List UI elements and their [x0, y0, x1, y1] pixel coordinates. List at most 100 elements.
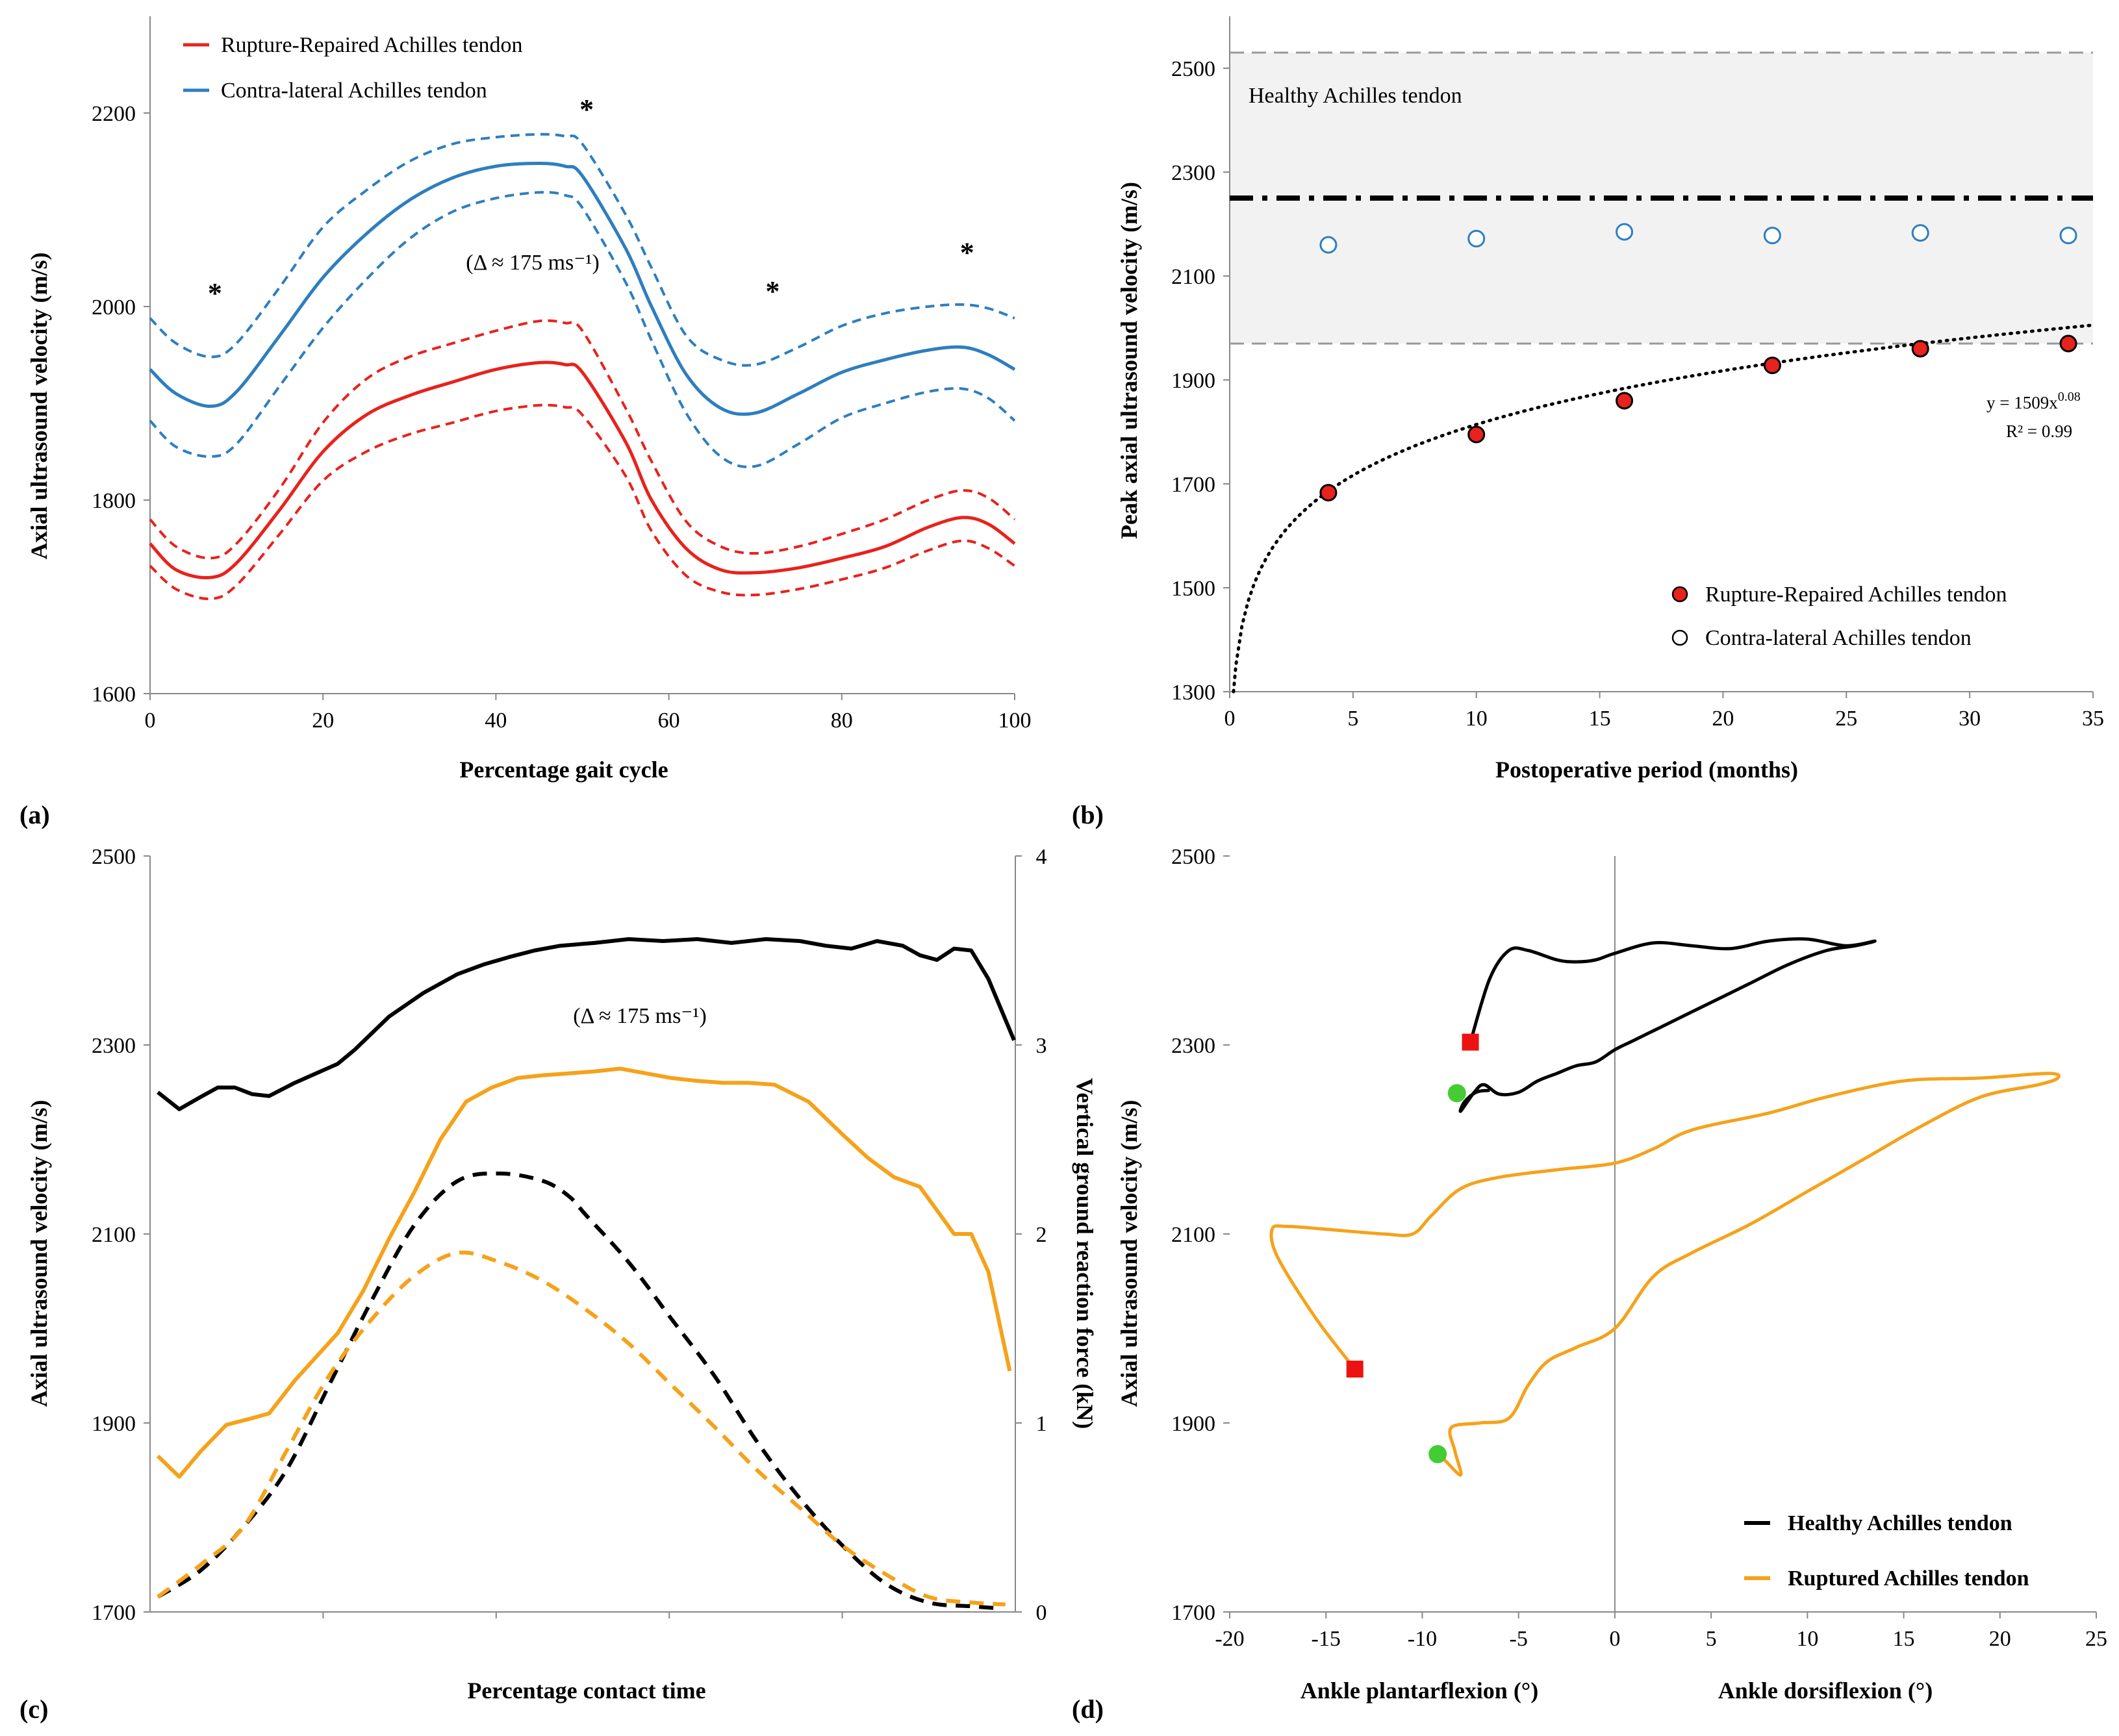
panel-d-x-tick-label: -10: [1408, 1627, 1437, 1651]
panel-c-series: [156, 937, 1016, 1611]
panel-b-y-axis-label: Peak axial ultrasound velocity (m/s): [1116, 182, 1142, 539]
panel-b-x-tick-label: 20: [1712, 707, 1734, 731]
panel-a-legend-red-label: Rupture-Repaired Achilles tendon: [221, 33, 523, 57]
panel-a-x-axis-label: Percentage gait cycle: [459, 757, 668, 783]
panel-a-line-contra-lateral-upper: [149, 132, 1015, 367]
panel-b-contralateral-point: [1616, 223, 1634, 241]
panel-b-x-tick-label: 25: [1835, 707, 1857, 731]
panel-d-y-tick-label: 2500: [1171, 845, 1215, 869]
panel-b-contralateral-point: [1763, 227, 1781, 245]
panel-a-x-tick-label: 60: [658, 709, 680, 733]
panel-b-x-tick-label: 35: [2082, 707, 2104, 731]
panel-b-legend-red-marker: [1671, 586, 1688, 603]
panel-d-series: [1269, 937, 2061, 1477]
panel-a-axes: 0 20 40 60 80 100 1600 1800 2000 2200: [92, 16, 1032, 733]
panel-d-marker-healthy-end: [1447, 1084, 1466, 1103]
panel-b-rupture-point: [1467, 425, 1486, 444]
panel-a-significance-star: *: [765, 275, 780, 307]
panel-b-y-tick-label: 2100: [1171, 265, 1215, 289]
panel-b-y-tick-label: 1900: [1171, 369, 1215, 393]
panel-b-rupture-point: [1319, 484, 1338, 502]
panel-c-y-tick-label: 2500: [92, 845, 136, 869]
panel-c-line-ruptured-velocity: [156, 1066, 1012, 1479]
panel-a-line-contra-lateral-mean: [149, 161, 1016, 416]
panel-d-x-tick-label: -15: [1312, 1627, 1341, 1651]
panel-a-line-contra-lateral-lower: [149, 190, 1016, 468]
panel-b-x-axis-label: Postoperative period (months): [1495, 757, 1798, 783]
panel-a-legend-blue-label: Contra-lateral Achilles tendon: [221, 79, 487, 103]
panel-b-x-tick-label: 15: [1589, 707, 1611, 731]
panel-d-x-axis-label-right: Ankle dorsiflexion (°): [1718, 1678, 1933, 1704]
panel-d: -20 -15 -10 -5 0 5 10 15 20 25 1700 1900 2100 2300 250…: [1072, 845, 2107, 1724]
panel-a-x-tick-label: 80: [831, 709, 853, 733]
panel-b-y-tick-label: 2300: [1171, 161, 1215, 185]
panel-a-significance-star: *: [960, 237, 974, 269]
panel-c-x-axis-label: Percentage contact time: [467, 1678, 705, 1704]
panel-c-label: (c): [19, 1694, 48, 1724]
panel-a-x-tick-label: 100: [998, 709, 1032, 733]
panel-b-contralateral-point: [2059, 227, 2077, 245]
panel-b-fit-equation-exponent: 0.08: [2058, 390, 2081, 404]
panel-d-label: (d): [1072, 1694, 1104, 1724]
panel-d-start-end-markers: [1346, 1033, 1479, 1464]
panel-d-x-tick-label: 15: [1893, 1627, 1915, 1651]
panel-a-x-tick-label: 20: [312, 709, 334, 733]
panel-b-data-points: [1319, 223, 2077, 502]
panel-b-fit-equation-base: y = 1509x: [1986, 393, 2058, 412]
panel-c-line-healthy-vgrf: [157, 1171, 997, 1611]
panel-b-legend-open-label: Contra-lateral Achilles tendon: [1705, 626, 1972, 650]
panel-c-line-healthy-velocity: [157, 937, 1016, 1111]
panel-b-rupture-point: [2059, 334, 2077, 353]
panel-d-marker-ruptured-start: [1346, 1361, 1364, 1378]
panel-d-line-ruptured-achilles-tendon: [1269, 1072, 2061, 1477]
panel-a-label: (a): [19, 800, 50, 829]
panel-d-axes: -20 -15 -10 -5 0 5 10 15 20 25 1700 1900 2100 2300 250…: [1171, 845, 2107, 1651]
panel-b-reference-lines: [1230, 51, 2093, 345]
panel-b-fit-equation: y = 1509x0.08: [1986, 390, 2081, 412]
panel-b-fit-curve: [1232, 323, 2095, 694]
panel-b: 0 5 10 15 20 25 30 35 1300 1500 1700 1900 2100 2300 25…: [1072, 16, 2104, 829]
panel-b-label: (b): [1072, 800, 1104, 829]
panel-a-line-rupture-repaired-lower: [149, 403, 1016, 601]
panel-c-delta-annotation: (Δ ≈ 175 ms⁻¹): [573, 1004, 707, 1028]
panel-d-x-tick-label: -20: [1215, 1627, 1244, 1651]
panel-c-y2-tick-label: 3: [1036, 1034, 1047, 1058]
panel-b-y-tick-label: 1500: [1171, 577, 1215, 601]
panel-d-marker-ruptured-end: [1428, 1445, 1447, 1464]
panel-a-line-rupture-repaired-mean: [149, 360, 1016, 580]
panel-d-x-axis-label-left: Ankle plantarflexion (°): [1301, 1678, 1538, 1704]
panel-b-power-fit: [1232, 323, 2095, 694]
panel-b-x-tick-label: 10: [1466, 707, 1488, 731]
panel-b-legend-red-label: Rupture-Repaired Achilles tendon: [1705, 583, 2007, 607]
panel-c-y2-tick-label: 1: [1036, 1412, 1047, 1436]
panel-a-x-tick-label: 0: [145, 709, 156, 733]
panel-b-x-tick-label: 0: [1224, 707, 1236, 731]
panel-c-y-tick-label: 1900: [92, 1412, 136, 1436]
panel-d-y-tick-label: 1900: [1171, 1412, 1215, 1436]
panel-d-x-tick-label: 25: [2085, 1627, 2107, 1651]
panel-d-x-tick-label: 20: [1989, 1627, 2011, 1651]
panel-a-significance-star: *: [208, 277, 222, 309]
panel-d-x-tick-label: 10: [1796, 1627, 1818, 1651]
panel-b-fit-r2: R² = 0.99: [2006, 421, 2072, 441]
panel-a-delta-annotation: (Δ ≈ 175 ms⁻¹): [466, 251, 600, 275]
panel-b-rupture-point: [1616, 392, 1634, 410]
panel-b-axes: 0 5 10 15 20 25 30 35 1300 1500 1700 1900 2100 2300 25…: [1171, 16, 2104, 731]
panel-b-contralateral-point: [1911, 224, 1929, 242]
panel-a-y-tick-label: 1800: [92, 489, 136, 513]
panel-b-rupture-point: [1911, 340, 1929, 358]
panel-a-y-tick-label: 2200: [92, 102, 136, 126]
panel-b-x-tick-label: 5: [1347, 707, 1358, 731]
panel-c-axes: 1700 1900 2100 2300 2500 0 1 2 3 4: [92, 845, 1047, 1625]
panel-a-x-tick-label: 40: [485, 709, 507, 733]
panel-a: 0 20 40 60 80 100 1600 1800 2000 2200 * * * * Ruptur…: [19, 16, 1032, 829]
panel-d-y-tick-label: 2300: [1171, 1034, 1215, 1058]
panel-d-line-healthy-achilles-tendon: [1458, 937, 1877, 1113]
panel-d-y-tick-label: 1700: [1171, 1601, 1215, 1625]
panel-d-x-tick-label: 0: [1609, 1627, 1620, 1651]
panel-d-y-axis-label: Axial ultrasound velocity (m/s): [1116, 1100, 1142, 1407]
panel-d-legend-black-label: Healthy Achilles tendon: [1788, 1511, 2012, 1535]
panel-c-y2-tick-label: 2: [1036, 1223, 1047, 1247]
panel-b-contralateral-point: [1467, 229, 1486, 247]
